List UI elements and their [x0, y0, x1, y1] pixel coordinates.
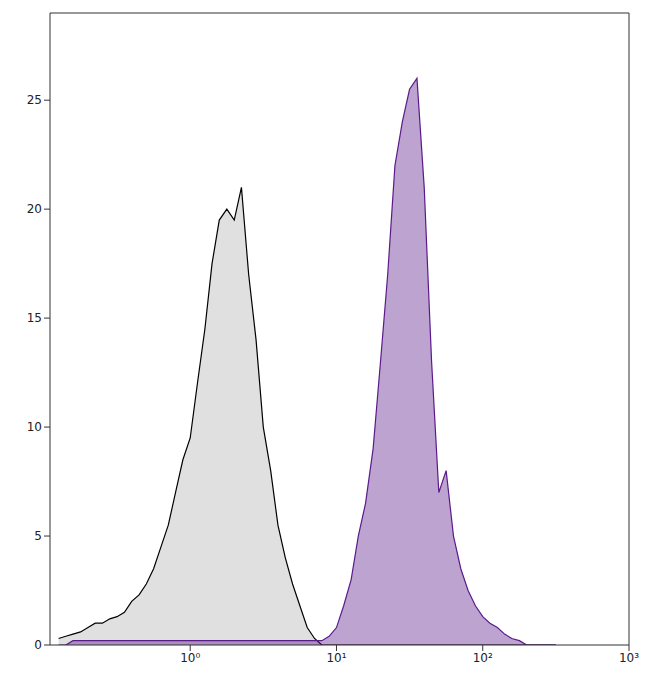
- svg-text:10³: 10³: [619, 651, 639, 665]
- svg-text:0: 0: [34, 638, 42, 652]
- svg-text:10²: 10²: [473, 651, 493, 665]
- svg-text:15: 15: [27, 311, 42, 325]
- svg-text:25: 25: [27, 93, 42, 107]
- svg-text:10: 10: [27, 420, 42, 434]
- svg-text:5: 5: [34, 529, 42, 543]
- svg-text:10¹: 10¹: [326, 651, 346, 665]
- svg-text:10⁰: 10⁰: [180, 651, 200, 665]
- svg-text:20: 20: [27, 202, 42, 216]
